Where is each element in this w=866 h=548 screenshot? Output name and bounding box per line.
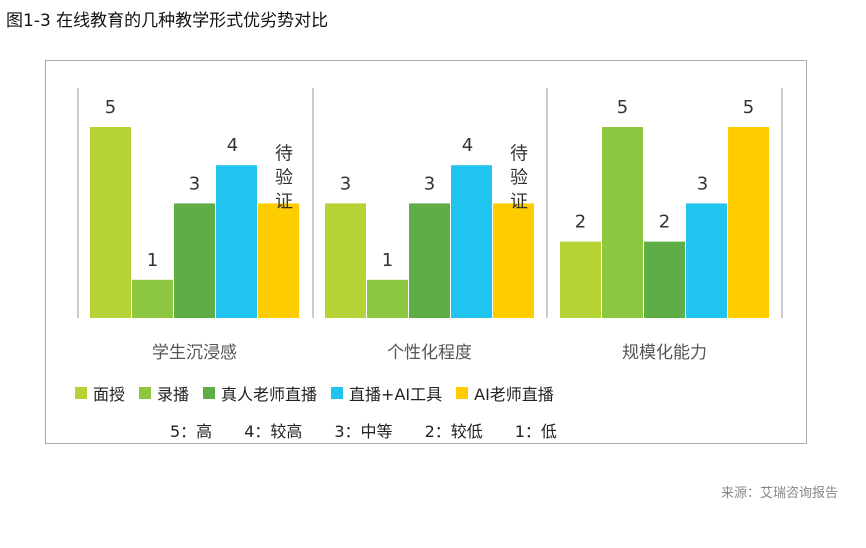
bar-data-label: 3 xyxy=(697,173,708,194)
scale-item: 2：较低 xyxy=(424,422,483,441)
bar-data-label: 4 xyxy=(462,135,473,156)
scale-item: 1：低 xyxy=(514,422,557,441)
bar xyxy=(602,127,643,318)
source-note: 来源：艾瑞咨询报告 xyxy=(720,486,838,501)
bar xyxy=(174,203,215,318)
legend-label: AI老师直播 xyxy=(474,385,554,404)
legend-swatch xyxy=(139,387,152,399)
legend: 面授 录播 真人老师直播 直播+AI工具 AI老师直播 xyxy=(75,381,568,405)
bar xyxy=(644,241,685,318)
bar-data-label: 验 xyxy=(510,167,528,188)
legend-label: 真人老师直播 xyxy=(221,385,318,404)
bar-data-label: 2 xyxy=(659,212,670,233)
bar-data-label: 4 xyxy=(227,135,238,156)
bar-data-label: 证 xyxy=(275,191,293,212)
legend-item: 录播 xyxy=(139,381,189,405)
bar-data-label: 证 xyxy=(510,191,528,212)
bar-data-label: 待 xyxy=(275,143,293,164)
legend-swatch xyxy=(203,387,216,399)
legend-item: 直播+AI工具 xyxy=(331,381,442,405)
bar xyxy=(132,279,173,318)
bar-data-label: 1 xyxy=(147,250,158,271)
legend-label: 面授 xyxy=(93,385,126,404)
bar xyxy=(216,165,257,318)
bar xyxy=(325,203,366,318)
bar-data-label: 验 xyxy=(275,167,293,188)
bar xyxy=(728,127,769,318)
scale-item: 5：高 xyxy=(170,422,213,441)
bar-data-label: 5 xyxy=(617,97,628,118)
scale-item: 3：中等 xyxy=(334,422,393,441)
chart-frame xyxy=(45,60,807,444)
bar xyxy=(409,203,450,318)
bar-data-label: 3 xyxy=(340,173,351,194)
legend-item: 真人老师直播 xyxy=(203,381,317,405)
bar xyxy=(560,241,601,318)
legend-swatch xyxy=(456,387,469,399)
legend-item: AI老师直播 xyxy=(456,381,554,405)
bar xyxy=(686,203,727,318)
category-label: 学生沉浸感 xyxy=(152,343,237,363)
legend-swatch xyxy=(75,387,87,399)
legend-swatch xyxy=(331,387,344,399)
scale-item: 4：较高 xyxy=(244,422,303,441)
bar-data-label: 2 xyxy=(575,212,586,233)
category-label: 个性化程度 xyxy=(387,343,472,363)
bar-data-label: 3 xyxy=(189,173,200,194)
legend-item: 面授 xyxy=(75,381,125,405)
legend-label: 直播+AI工具 xyxy=(349,385,443,404)
bar xyxy=(367,279,408,318)
scale-key: 5：高 4：较高 3：中等 2：较低 1：低 xyxy=(170,418,589,442)
bar xyxy=(258,203,299,318)
bar xyxy=(493,203,534,318)
bar-data-label: 1 xyxy=(382,250,393,271)
category-label: 规模化能力 xyxy=(622,343,707,363)
bar-data-label: 3 xyxy=(424,173,435,194)
bar-data-label: 待 xyxy=(510,143,528,164)
bar xyxy=(451,165,492,318)
legend-label: 录播 xyxy=(157,385,190,404)
figure-title: 图1-3 在线教育的几种教学形式优劣势对比 xyxy=(6,11,329,31)
bar-data-label: 5 xyxy=(743,97,754,118)
bar xyxy=(90,127,131,318)
bar-data-label: 5 xyxy=(105,97,116,118)
